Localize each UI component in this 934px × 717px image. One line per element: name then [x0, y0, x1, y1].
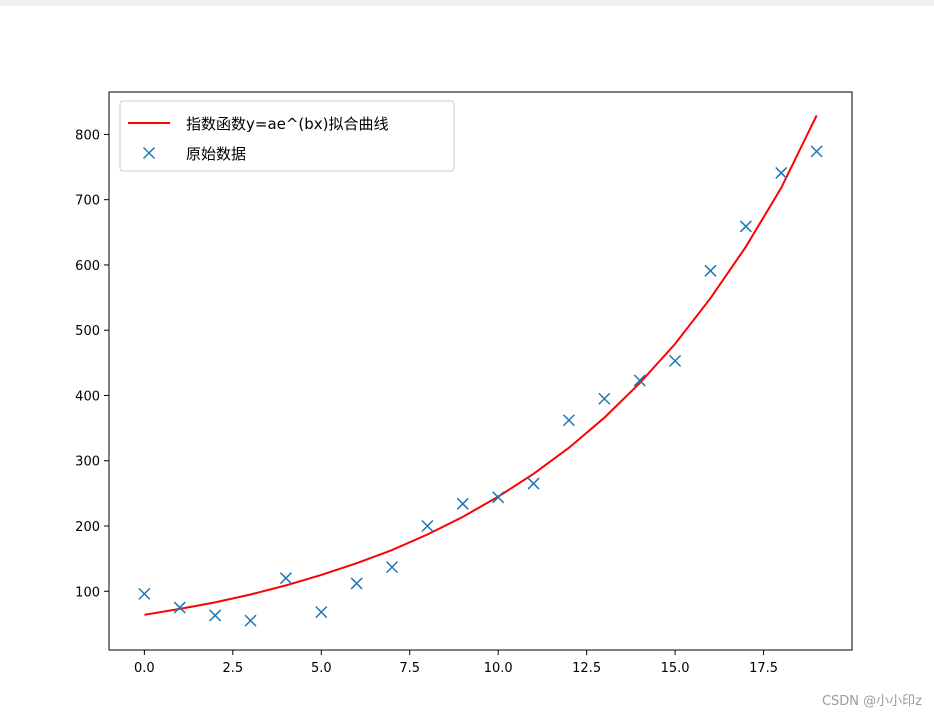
data-point-marker — [386, 561, 399, 574]
x-tick-label: 12.5 — [572, 661, 601, 676]
data-point-marker — [315, 606, 328, 619]
y-tick-label: 100 — [75, 585, 100, 600]
data-point-marker — [739, 220, 752, 233]
y-tick-label: 400 — [75, 389, 100, 404]
data-point-marker — [527, 477, 540, 490]
x-tick-label: 5.0 — [311, 661, 332, 676]
data-point-marker — [244, 614, 257, 627]
data-point-marker — [810, 145, 823, 158]
legend-label: 原始数据 — [186, 145, 246, 163]
data-point-marker — [704, 264, 717, 277]
legend-marker-swatch — [142, 146, 156, 160]
fit-curve-line — [144, 115, 818, 616]
x-tick-label: 10.0 — [484, 661, 513, 676]
data-point-marker — [456, 497, 469, 510]
data-point-marker — [669, 354, 682, 367]
data-point-marker — [562, 414, 575, 427]
data-point-marker — [279, 572, 292, 585]
plot-layer: 0.0 2.5 5.0 7.5 10.0 12.5 15.0 17.5 100 200 300 400… — [75, 91, 853, 676]
y-tick-label: 200 — [75, 520, 100, 535]
y-tick-label: 800 — [75, 128, 100, 143]
x-tick-label: 2.5 — [222, 661, 243, 676]
legend-box — [119, 100, 455, 172]
axes-frame — [108, 91, 853, 651]
data-point-marker — [633, 374, 646, 387]
y-tick-label: 600 — [75, 259, 100, 274]
x-tick-label: 15.0 — [661, 661, 690, 676]
data-point-marker — [350, 577, 363, 590]
data-point-marker — [138, 587, 151, 600]
data-point-marker — [598, 392, 611, 405]
data-point-marker — [421, 519, 434, 533]
legend-label: 指数函数y=ae^(bx)拟合曲线 — [186, 115, 389, 133]
y-tick-label: 700 — [75, 194, 100, 209]
top-strip — [0, 0, 934, 6]
data-point-marker — [775, 166, 788, 179]
x-tick-label: 0.0 — [134, 661, 155, 676]
x-tick-label: 17.5 — [749, 661, 778, 676]
y-tick-label: 300 — [75, 455, 100, 470]
y-tick-label: 500 — [75, 324, 100, 339]
watermark: CSDN @小小印z — [821, 694, 922, 709]
data-point-marker — [209, 609, 222, 622]
x-tick-label: 7.5 — [399, 661, 420, 676]
data-point-marker — [492, 491, 505, 504]
data-point-marker — [173, 601, 186, 614]
